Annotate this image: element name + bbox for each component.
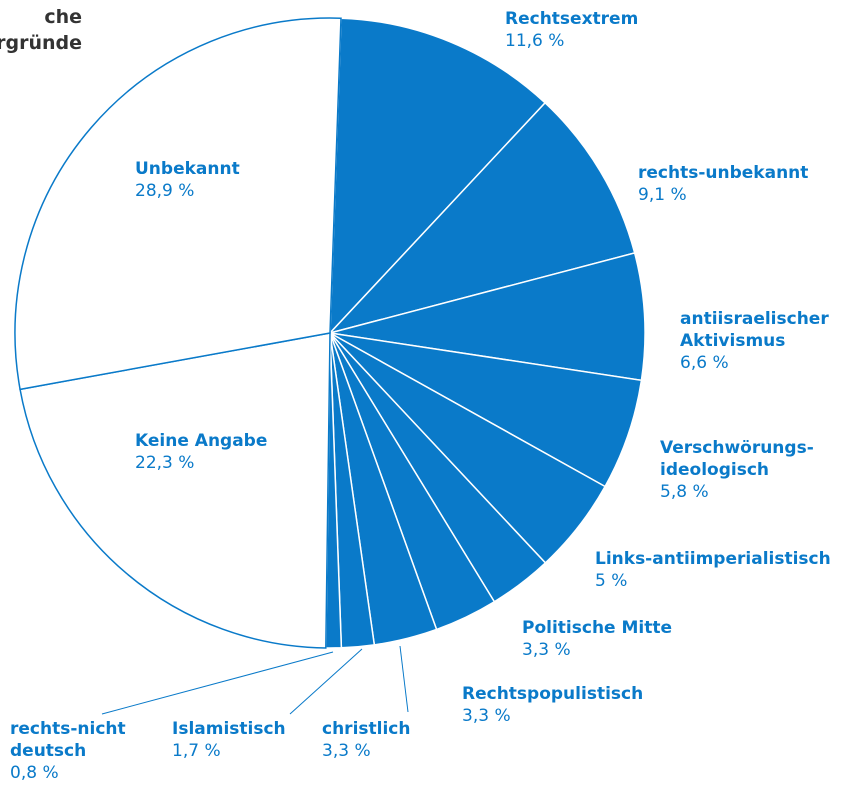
slice-label: Islamistisch 1,7 % [172,718,286,762]
slice-label: christlich 3,3 % [322,718,410,762]
slice-name: antiisraelischer Aktivismus [680,309,829,351]
slice-value: 22,3 % [135,453,195,473]
leader-line [399,645,409,713]
slice-value: 1,7 % [172,741,221,761]
pie-slice [14,17,342,391]
slice-value: 28,9 % [135,181,195,201]
slice-label: rechts-nicht deutsch 0,8 % [10,718,126,784]
leader-line [289,648,363,715]
slice-name: Rechtsextrem [505,9,639,29]
slice-value: 0,8 % [10,763,59,783]
slice-name: Verschwörungs- ideologisch [660,438,814,480]
chart-title: che rgründe [0,4,82,56]
slice-value: 11,6 % [505,31,565,51]
slice-name: Politische Mitte [522,618,673,638]
pie-slice [329,17,547,335]
slice-value: 5 % [595,571,628,591]
slice-value: 3,3 % [462,706,511,726]
slice-label: antiisraelischer Aktivismus 6,6 % [680,308,829,374]
slice-name: Keine Angabe [135,431,268,451]
slice-name: Links-antiimperialistisch [595,549,831,569]
slice-name: Unbekannt [135,159,240,179]
slice-label: Verschwörungs- ideologisch 5,8 % [660,437,814,503]
slice-value: 6,6 % [680,353,729,373]
slice-value: 9,1 % [638,185,687,205]
pie-slice [327,101,636,335]
slice-label: rechts-unbekannt 9,1 % [638,162,808,206]
slice-value: 3,3 % [522,640,571,660]
pie-slice [329,252,646,382]
title-line: rgründe [0,32,82,54]
slice-name: christlich [322,719,411,739]
slice-value: 5,8 % [660,482,709,502]
slice-name: Rechtspopulistisch [462,684,644,704]
leader-line [101,651,334,715]
slice-value: 3,3 % [322,741,371,761]
slice-label: Politische Mitte 3,3 % [522,617,672,661]
slice-label: Rechtspopulistisch 3,3 % [462,683,643,727]
slice-label: Links-antiimperialistisch 5 % [595,548,831,592]
slice-name: rechts-unbekannt [638,163,809,183]
pie-slice [19,332,331,649]
title-line: che [44,6,82,28]
slice-name: rechts-nicht deutsch [10,719,126,761]
slice-label: Unbekannt 28,9 % [135,158,240,202]
slice-label: Keine Angabe 22,3 % [135,430,267,474]
slice-label: Rechtsextrem 11,6 % [505,8,638,52]
slice-name: Islamistisch [172,719,286,739]
